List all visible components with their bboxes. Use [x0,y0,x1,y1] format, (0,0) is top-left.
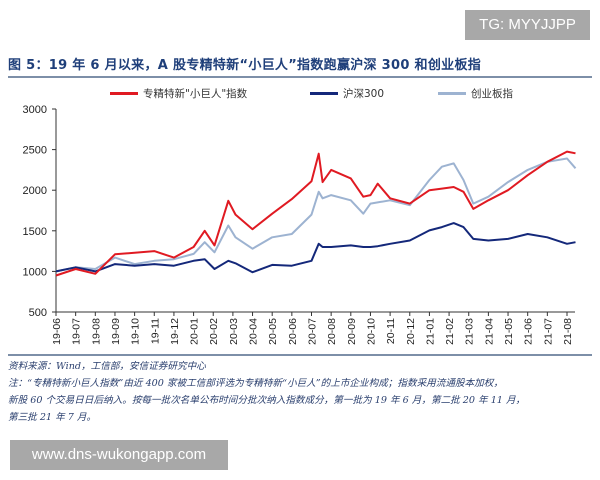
source-note: 资料来源：Wind，工信部，安信证券研究中心 [8,361,206,372]
legend-swatch [438,92,466,95]
x-tick-label: 21-06 [523,318,535,345]
x-tick-label: 21-07 [542,318,554,345]
legend-label: 沪深300 [343,88,385,100]
x-tick-label: 19-09 [110,318,122,345]
title-divider [8,76,592,78]
note-line: 注：“专精特新小巨人指数”由近 400 家被工信部评选为专精特新“小巨人”的上市… [8,378,503,389]
y-tick-label: 3000 [23,104,47,116]
x-tick-label: 19-12 [169,318,181,345]
legend-swatch [110,92,138,95]
legend-label: 创业板指 [471,88,513,100]
x-tick-label: 19-08 [90,318,102,345]
x-tick-label: 19-10 [130,318,142,345]
series-line-0 [55,150,576,277]
y-tick-label: 2000 [23,185,47,197]
series-line-1 [55,222,576,274]
chart-notes: 资料来源：Wind，工信部，安信证券研究中心 注：“专精特新小巨人指数”由近 4… [8,358,594,426]
chart-legend: 专精特新"小巨人"指数 沪深300 创业板指 [0,86,600,102]
x-tick-label: 20-12 [405,318,417,345]
legend-label: 专精特新"小巨人"指数 [143,88,248,100]
y-tick-label: 2500 [23,145,47,157]
legend-item-hs300: 沪深300 [310,86,384,101]
x-tick-label: 20-08 [326,318,338,345]
legend-item-chinext: 创业板指 [438,86,513,101]
x-tick-label: 20-11 [385,318,397,344]
x-tick-label: 19-11 [149,318,161,344]
series-line-2 [55,157,577,273]
x-tick-label: 20-04 [248,318,260,345]
x-tick-label: 20-06 [287,318,299,345]
note-line: 第三批 21 年 7 月。 [8,412,97,423]
x-tick-label: 21-01 [424,318,436,345]
note-line: 新股 60 个交易日日后纳入。按每一批次名单公布时间分批次纳入指数成分，第一批为… [8,395,526,406]
y-tick-label: 1500 [23,226,47,238]
figure-title: 图 5：19 年 6 月以来，A 股专精特新“小巨人”指数跑赢沪深 300 和创… [8,58,482,73]
x-tick-label: 21-05 [503,318,515,345]
watermark-top: TG: MYYJJPP [465,10,590,40]
x-tick-label: 20-03 [228,318,240,345]
watermark-bottom: www.dns-wukongapp.com [10,440,228,470]
x-tick-label: 20-05 [267,318,279,345]
x-tick-label: 19-06 [51,318,63,345]
line-chart: 500 1000 1500 2000 2500 3000 19-06 19-07 19-08 19… [23,104,577,345]
x-tick-label: 20-02 [208,318,220,345]
x-tick-label: 21-03 [464,318,476,345]
bottom-divider [8,354,592,356]
x-tick-label: 20-10 [365,318,377,345]
x-tick-label: 21-08 [562,318,574,345]
x-tick-label: 21-04 [483,318,495,345]
x-tick-label: 21-02 [444,318,456,345]
x-tick-label: 20-09 [346,318,358,345]
x-tick-label: 20-01 [189,318,201,345]
y-tick-label: 500 [29,307,47,319]
y-tick-label: 1000 [23,266,47,278]
legend-item-xiaojuren: 专精特新"小巨人"指数 [110,86,247,101]
legend-swatch [310,92,338,95]
x-tick-label: 19-07 [71,318,83,345]
x-tick-label: 20-07 [307,318,319,345]
